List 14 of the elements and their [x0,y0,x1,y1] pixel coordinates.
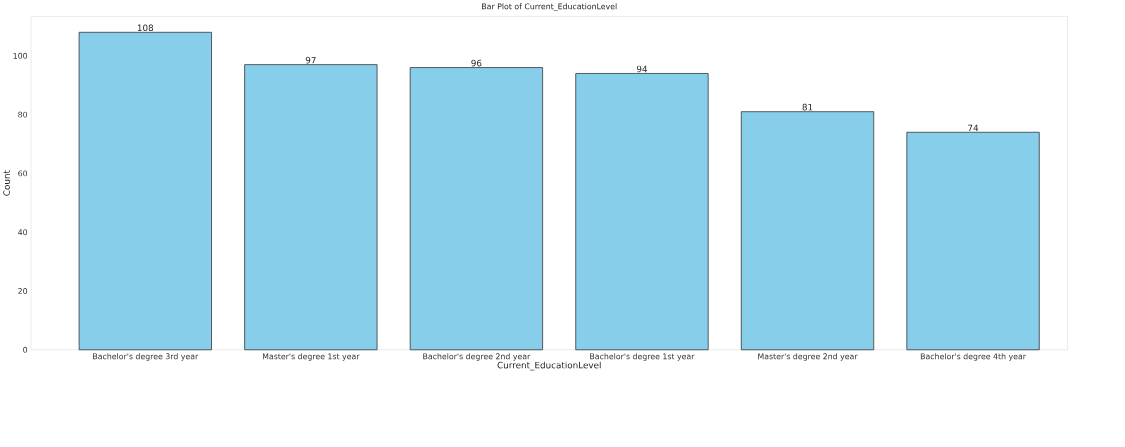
data-label: 97 [305,56,316,64]
y-axis-title: Count [3,170,10,196]
data-label: 74 [968,124,979,132]
bar [906,131,1040,351]
x-axis-title: Current_EducationLevel [497,361,601,371]
data-label: 81 [802,103,813,111]
bar [575,73,709,351]
bar [78,32,212,351]
data-label: 108 [137,24,154,32]
bar [244,64,378,351]
bar [409,67,544,351]
data-label: 96 [471,59,482,67]
bar [740,111,875,351]
data-label: 94 [636,65,648,73]
